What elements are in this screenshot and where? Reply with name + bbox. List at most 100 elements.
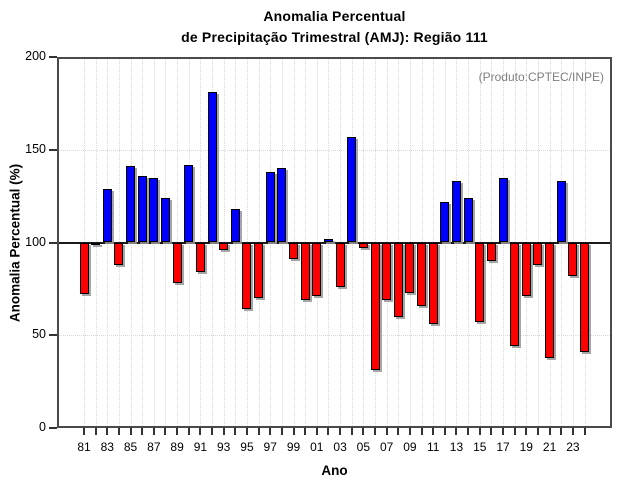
x-axis-tick [117, 428, 120, 435]
x-tick-label: 09 [403, 440, 417, 454]
y-tick-label: 0 [39, 420, 46, 434]
x-tick-label: 15 [473, 440, 487, 454]
x-axis-tick [560, 428, 563, 435]
x-tick-label: 03 [333, 440, 347, 454]
x-axis-tick [374, 428, 376, 435]
bar-00 [300, 242, 310, 300]
bar-17 [498, 177, 508, 243]
x-tick-label: 97 [263, 440, 277, 454]
x-axis-tick [502, 428, 505, 435]
y-axis-tick [49, 334, 57, 337]
x-axis-tick [234, 428, 237, 435]
y-tick-label: 150 [25, 141, 46, 156]
x-tick-label: 05 [356, 440, 371, 454]
x-axis-tick [432, 428, 435, 435]
x-tick-label: 83 [100, 440, 114, 454]
bar-19 [521, 242, 531, 297]
x-axis-tick [269, 428, 272, 435]
x-axis-tick [362, 428, 365, 435]
x-axis-tick [280, 428, 283, 435]
bar-11 [428, 242, 438, 325]
x-axis-tick [478, 428, 481, 435]
bar-07 [382, 242, 392, 300]
x-axis-tick [397, 428, 400, 435]
bar-08 [393, 242, 403, 317]
bar-93 [219, 242, 229, 250]
bar-04 [347, 136, 357, 243]
bar-83 [102, 188, 112, 243]
bar-23 [568, 242, 578, 276]
x-axis-tick [467, 428, 470, 435]
x-axis-tick [187, 428, 190, 435]
bar-98 [277, 168, 287, 243]
x-tick-label: 19 [519, 440, 533, 454]
x-axis-tick [176, 428, 179, 435]
x-axis-tick [339, 428, 342, 435]
bar-21 [545, 242, 555, 358]
x-axis-label: Ano [321, 463, 348, 478]
x-tick-label: 95 [240, 440, 254, 454]
bar-02 [323, 238, 333, 243]
bar-82 [91, 242, 101, 245]
x-axis-tick [571, 428, 574, 435]
x-tick-label: 11 [426, 440, 440, 454]
x-tick-label: 89 [170, 440, 184, 454]
y-tick-label: 100 [25, 234, 46, 249]
x-tick-label: 81 [77, 440, 91, 454]
bar-10 [417, 242, 427, 306]
bar-14 [463, 197, 473, 243]
x-tick-label: 87 [147, 440, 161, 454]
bar-16 [486, 242, 496, 262]
bar-95 [242, 242, 252, 310]
x-axis-tick [525, 428, 528, 435]
bar-09 [405, 242, 415, 293]
bar-99 [289, 242, 299, 260]
bar-03 [335, 242, 345, 288]
y-axis-tick [49, 241, 57, 244]
bar-94 [230, 209, 240, 243]
bar-84 [114, 242, 124, 265]
x-tick-label: 23 [566, 440, 580, 454]
x-axis-tick [315, 428, 318, 435]
x-axis-tick [443, 428, 446, 435]
bar-24 [580, 242, 590, 352]
y-axis-tick [49, 148, 57, 151]
x-axis-tick [583, 428, 586, 435]
bar-89 [172, 242, 182, 284]
bar-06 [370, 242, 380, 371]
x-axis-tick [536, 428, 539, 435]
product-annotation: (Produto:CPTEC/INPE) [478, 70, 604, 84]
x-axis-tick [420, 428, 423, 435]
horizontal-gridline [59, 149, 610, 151]
chart-title-line2: de Precipitação Trimestral (AMJ): Região… [181, 29, 488, 45]
x-axis-tick [106, 428, 109, 435]
bar-97 [265, 172, 275, 243]
x-axis-tick [141, 428, 144, 435]
bar-88 [160, 197, 170, 243]
chart-title-line1: Anomalia Percentual [263, 8, 406, 24]
x-axis-tick [164, 428, 167, 435]
bar-01 [312, 242, 322, 297]
bar-15 [475, 242, 485, 323]
y-tick-label: 50 [32, 327, 46, 342]
bar-05 [358, 242, 368, 249]
baseline-100 [57, 241, 612, 244]
bar-91 [195, 242, 205, 273]
x-tick-label: 13 [449, 440, 464, 454]
bar-92 [207, 92, 217, 243]
bar-87 [149, 177, 159, 243]
x-axis-tick [152, 428, 155, 435]
x-tick-label: 21 [542, 440, 557, 454]
x-tick-label: 91 [193, 440, 208, 454]
x-axis-tick [304, 428, 307, 435]
x-axis-tick [211, 428, 214, 435]
y-axis-tick [49, 427, 57, 429]
plot-area [57, 57, 612, 428]
x-axis-tick [222, 428, 225, 435]
y-axis-tick [49, 56, 57, 58]
x-tick-label: 93 [216, 440, 231, 454]
x-axis-tick [513, 428, 516, 435]
y-tick-label: 200 [25, 49, 46, 63]
bar-85 [126, 166, 136, 243]
